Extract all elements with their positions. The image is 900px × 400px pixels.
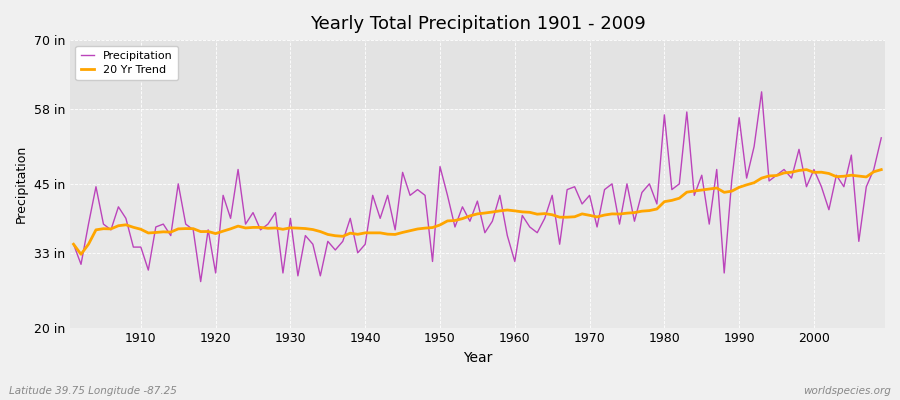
Text: Latitude 39.75 Longitude -87.25: Latitude 39.75 Longitude -87.25 bbox=[9, 386, 177, 396]
20 Yr Trend bbox=[509, 208, 520, 213]
20 Yr Trend bbox=[300, 226, 310, 231]
Precipitation bbox=[607, 182, 617, 186]
Legend: Precipitation, 20 Yr Trend: Precipitation, 20 Yr Trend bbox=[76, 46, 178, 80]
20 Yr Trend bbox=[876, 167, 886, 172]
20 Yr Trend bbox=[607, 212, 617, 216]
Bar bbox=[70, 40, 885, 109]
Line: Precipitation: Precipitation bbox=[74, 92, 881, 282]
20 Yr Trend bbox=[345, 231, 356, 236]
Text: worldspecies.org: worldspecies.org bbox=[803, 386, 891, 396]
20 Yr Trend bbox=[517, 210, 527, 214]
Title: Yearly Total Precipitation 1901 - 2009: Yearly Total Precipitation 1901 - 2009 bbox=[310, 15, 645, 33]
Precipitation bbox=[128, 245, 139, 250]
Precipitation bbox=[300, 233, 310, 238]
20 Yr Trend bbox=[135, 227, 146, 232]
Precipitation bbox=[876, 136, 886, 140]
Precipitation bbox=[517, 213, 527, 218]
Precipitation bbox=[509, 259, 520, 264]
Precipitation bbox=[195, 279, 206, 284]
Precipitation bbox=[756, 90, 767, 94]
Precipitation bbox=[68, 242, 79, 247]
Line: 20 Yr Trend: 20 Yr Trend bbox=[74, 170, 881, 254]
Y-axis label: Precipitation: Precipitation bbox=[15, 145, 28, 223]
20 Yr Trend bbox=[76, 252, 86, 257]
20 Yr Trend bbox=[68, 242, 79, 247]
20 Yr Trend bbox=[801, 167, 812, 172]
Precipitation bbox=[345, 216, 356, 221]
X-axis label: Year: Year bbox=[463, 351, 492, 365]
